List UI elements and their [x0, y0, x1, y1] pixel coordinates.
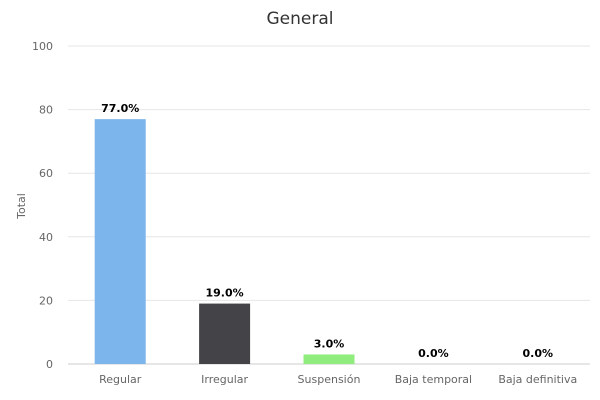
chart-title: General: [267, 9, 334, 29]
y-tick-label: 80: [39, 104, 53, 117]
x-tick-label: Baja definitiva: [498, 373, 577, 386]
y-axis-ticks: 0 20 40 60 80 100: [32, 40, 53, 371]
y-tick-label: 100: [32, 40, 53, 53]
bars: [94, 119, 355, 364]
data-label: 77.0%: [101, 102, 139, 115]
y-tick-label: 60: [39, 167, 53, 180]
y-axis-label: Total: [15, 193, 28, 220]
data-labels: 77.0% 19.0% 3.0% 0.0% 0.0%: [101, 102, 553, 360]
x-tick-label: Suspensión: [298, 373, 361, 386]
data-label: 19.0%: [206, 287, 244, 300]
x-tick-label: Regular: [99, 373, 142, 386]
x-tick-label: Irregular: [201, 373, 248, 386]
y-tick-label: 0: [46, 358, 53, 371]
data-label: 0.0%: [418, 347, 449, 360]
grid-lines: [68, 45, 590, 365]
x-axis-ticks: Regular Irregular Suspensión Baja temporal B…: [99, 373, 577, 386]
data-label: 3.0%: [314, 337, 345, 350]
bar-irregular[interactable]: [199, 303, 251, 364]
data-label: 0.0%: [523, 347, 554, 360]
x-tick-label: Baja temporal: [395, 373, 472, 386]
bar-regular[interactable]: [94, 119, 146, 364]
y-tick-label: 20: [39, 294, 53, 307]
bar-suspensión[interactable]: [303, 354, 355, 364]
y-tick-label: 40: [39, 231, 53, 244]
